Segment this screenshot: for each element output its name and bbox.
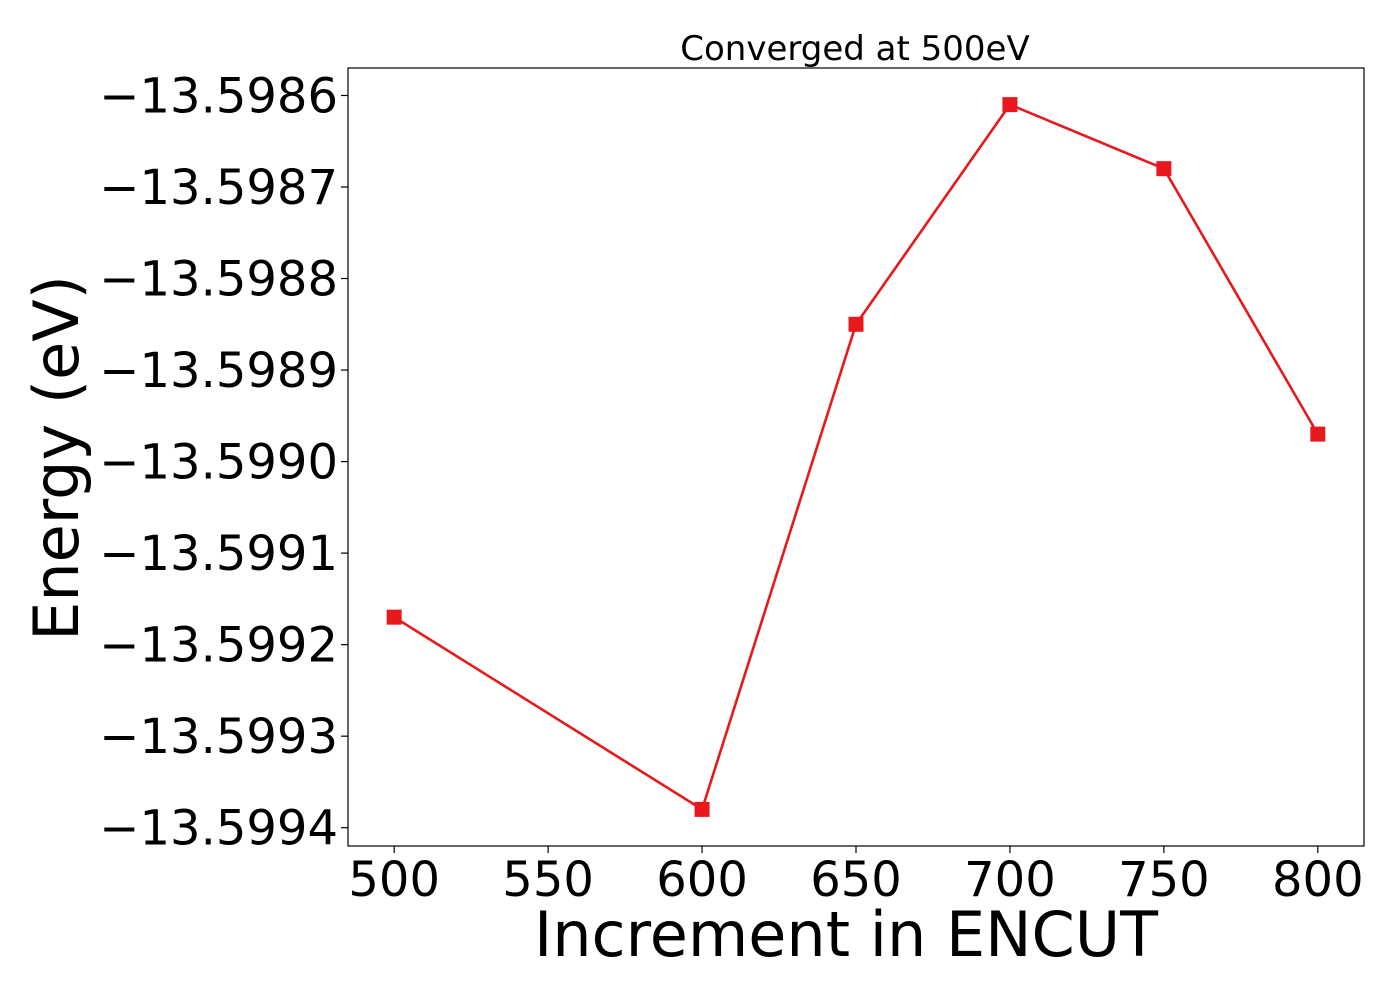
data-point-marker (1310, 426, 1326, 442)
data-point-marker (848, 316, 864, 332)
y-axis-title: Energy (eV) (20, 275, 93, 641)
data-point-marker (386, 609, 402, 625)
y-tick-label: −13.5987 (99, 160, 338, 216)
data-point-marker (694, 801, 710, 817)
y-tick-label: −13.5990 (99, 435, 338, 491)
x-tick-label: 750 (1118, 852, 1210, 908)
y-tick-label: −13.5993 (99, 709, 338, 765)
y-tick-label: −13.5989 (99, 343, 338, 399)
chart-title: Converged at 500eV (680, 29, 1029, 69)
data-point-marker (1156, 161, 1172, 177)
series-line (393, 103, 1319, 811)
y-tick-label: −13.5988 (99, 252, 338, 308)
x-tick-label: 600 (656, 852, 748, 908)
y-tick-label: −13.5994 (99, 801, 338, 857)
plot-series (386, 97, 1326, 817)
data-point-marker (1002, 97, 1018, 113)
x-tick-label: 650 (810, 852, 902, 908)
y-tick-label: −13.5992 (99, 618, 338, 674)
plot-axes: 500 550 600 650 700 750 800 −13.5994 −13.5993 −13… (99, 67, 1365, 908)
x-tick-label: 700 (964, 852, 1056, 908)
x-tick-label: 800 (1272, 852, 1364, 908)
x-tick-label: 500 (348, 852, 440, 908)
x-axis-title: Increment in ENCUT (534, 898, 1159, 971)
y-tick-label: −13.5991 (99, 526, 338, 582)
x-tick-label: 550 (502, 852, 594, 908)
y-tick-label: −13.5986 (99, 68, 338, 124)
